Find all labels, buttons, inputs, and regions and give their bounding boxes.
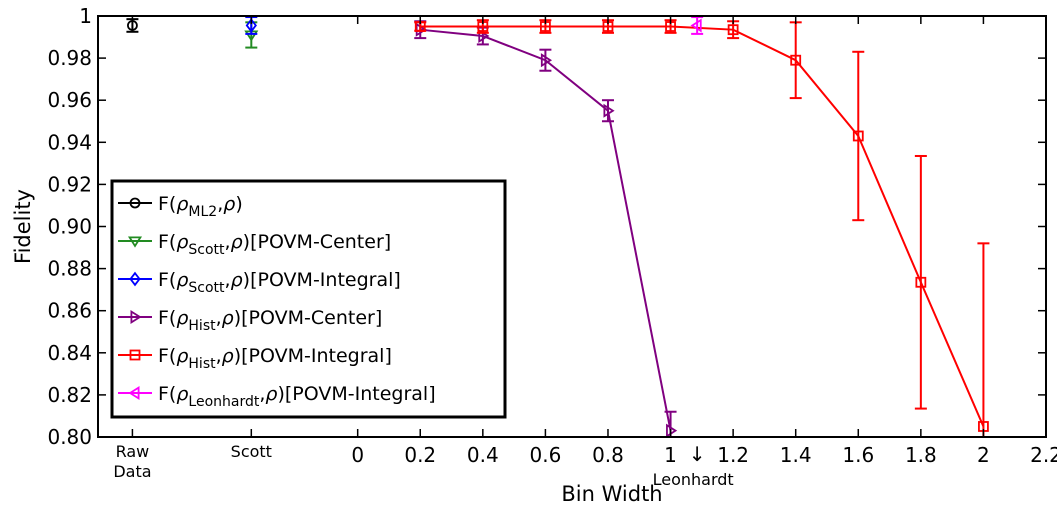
x-tick-label: 1.2 — [717, 443, 749, 467]
legend-marker — [127, 236, 143, 248]
data-point — [603, 103, 615, 118]
data-point — [690, 18, 702, 33]
y-tick-label: 0.94 — [47, 130, 92, 154]
legend-label: F(ρML2,ρ) — [158, 193, 243, 220]
x-axis-label: Bin Width — [561, 482, 662, 506]
legend-box — [110, 179, 507, 419]
legend-label: F(ρHist,ρ)[POVM-Integral] — [158, 345, 392, 372]
data-point — [915, 276, 927, 288]
y-tick-label: 0.92 — [47, 172, 92, 196]
data-point — [790, 54, 802, 66]
legend-marker — [130, 309, 142, 325]
y-tick-label: 0.98 — [47, 46, 92, 70]
data-point — [245, 18, 257, 33]
legend-entry: F(ρHist,ρ)[POVM-Integral] — [118, 345, 392, 372]
legend-entry: F(ρLeonhardt,ρ)[POVM-Integral] — [118, 383, 436, 410]
x-tick-label: 2.2 — [1030, 443, 1057, 467]
y-tick-label: 0.84 — [47, 341, 92, 365]
legend-label: F(ρScott,ρ)[POVM-Integral] — [158, 269, 401, 296]
series-5 — [690, 16, 704, 35]
category-tick-label: Scott — [231, 442, 272, 461]
leonhardt-label: Leonhardt — [653, 470, 734, 489]
category-tick-label: Data — [113, 462, 151, 481]
legend-label: F(ρLeonhardt,ρ)[POVM-Integral] — [158, 383, 436, 410]
y-tick-label: 0.90 — [47, 215, 92, 239]
legend-marker — [129, 349, 141, 361]
leonhardt-arrow: ↓ — [689, 442, 706, 466]
legend-marker — [129, 271, 141, 287]
y-axis-label: Fidelity — [11, 189, 35, 264]
legend-label: F(ρScott,ρ)[POVM-Center] — [158, 231, 391, 258]
x-tick-label: 1.6 — [842, 443, 874, 467]
legend-marker — [128, 385, 140, 401]
legend-label: F(ρHist,ρ)[POVM-Center] — [158, 307, 382, 334]
x-tick-label: 1.4 — [780, 443, 812, 467]
legend-entry: F(ρML2,ρ) — [118, 193, 243, 220]
y-tick-label: 0.82 — [47, 383, 92, 407]
plot-frame — [97, 15, 1047, 438]
y-tick-label: 0.88 — [47, 257, 92, 281]
y-tick-label: 1 — [79, 4, 92, 28]
category-tick-label: Raw — [116, 442, 150, 461]
data-point — [540, 53, 553, 68]
x-tick-label: 0.2 — [404, 443, 436, 467]
y-tick-label: 0.80 — [47, 425, 92, 449]
legend-entry: F(ρScott,ρ)[POVM-Integral] — [118, 269, 401, 296]
y-tick-label: 0.86 — [47, 299, 92, 323]
x-tick-label: 0.8 — [592, 443, 624, 467]
legend-entry: F(ρHist,ρ)[POVM-Center] — [118, 307, 382, 334]
x-tick-label: 0.6 — [529, 443, 561, 467]
x-tick-label: 0.4 — [467, 443, 499, 467]
series-line — [420, 25, 985, 427]
axis-ticks: 0.800.820.840.860.880.900.920.940.960.98… — [47, 4, 1057, 481]
legend: F(ρML2,ρ) F(ρScott,ρ)[POVM-Center] F(ρScot… — [110, 179, 507, 419]
x-tick-label: 0 — [351, 443, 364, 467]
leonhardt-annotation: ↓ Leonhardt — [653, 442, 734, 489]
x-tick-label: 1 — [664, 443, 677, 467]
x-tick-label: 1.8 — [905, 443, 937, 467]
x-tick-label: 2 — [977, 443, 990, 467]
legend-marker — [129, 197, 141, 209]
legend-entry: F(ρScott,ρ)[POVM-Center] — [118, 231, 391, 258]
data-point — [727, 24, 739, 36]
y-tick-label: 0.96 — [47, 88, 92, 112]
data-point — [852, 130, 864, 142]
